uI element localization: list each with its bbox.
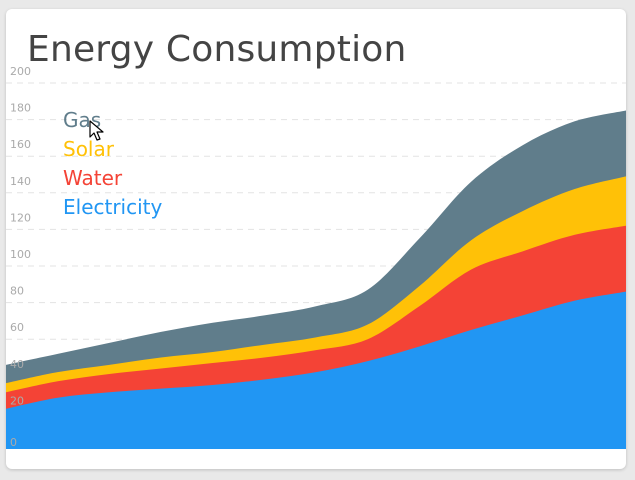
y-axis-ticks: 0 20 40 60 80 100 120 140 160 180 200 (10, 65, 31, 449)
page-title: Energy Consumption (27, 29, 407, 70)
area-series (6, 110, 626, 449)
y-tick-label: 60 (10, 321, 24, 334)
mouse-pointer-icon (89, 120, 104, 141)
y-tick-label: 200 (10, 65, 31, 78)
legend-item-solar: Solar (63, 137, 115, 161)
y-tick-label: 20 (10, 394, 24, 407)
chart-card: Energy Consumption 0 20 40 60 80 100 120 140 160… (6, 9, 626, 469)
y-tick-label: 140 (10, 175, 31, 188)
legend-item-water: Water (63, 166, 123, 190)
y-tick-label: 0 (10, 436, 17, 449)
y-tick-label: 180 (10, 102, 31, 115)
area-electricity (6, 291, 626, 449)
y-tick-label: 80 (10, 285, 24, 298)
y-tick-label: 120 (10, 211, 31, 224)
y-tick-label: 40 (10, 358, 24, 371)
y-tick-label: 160 (10, 138, 31, 151)
legend-item-electricity: Electricity (63, 195, 163, 219)
y-tick-label: 100 (10, 248, 31, 261)
